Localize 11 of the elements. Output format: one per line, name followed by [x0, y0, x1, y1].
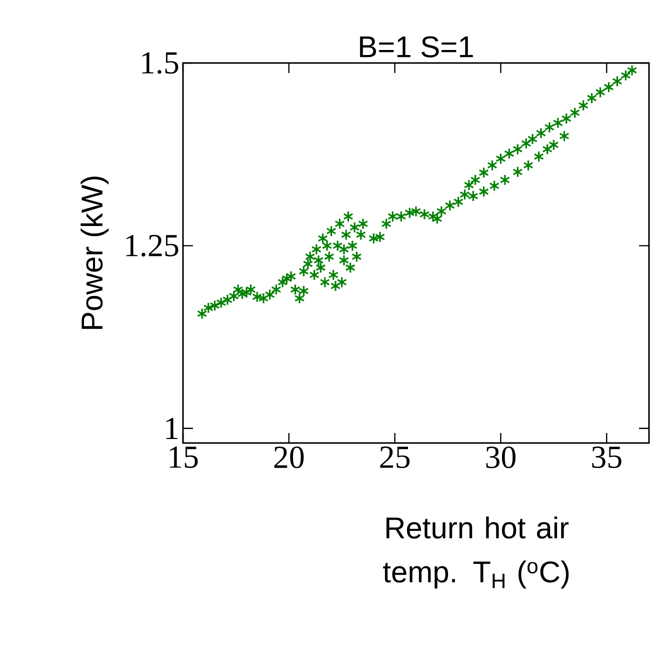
chart-title: B=1 S=1 [360, 36, 473, 58]
y-tick-label: 1.5 [142, 52, 178, 74]
y-tick-label: 1.25 [126, 234, 178, 257]
x-axis-title: Return hot air temp. T$_{H}$ ($^{o}$C) [383, 516, 569, 588]
x-tick-label: 25 [380, 446, 410, 468]
x-tick-label: 20 [274, 446, 304, 468]
x-tick-label: 30 [486, 446, 516, 468]
y-axis-title: Power (kW) [80, 176, 109, 329]
x-tick-label: 15 [170, 446, 198, 468]
x-tick-label: 35 [592, 446, 622, 468]
y-tick-label: 1 [166, 418, 178, 439]
